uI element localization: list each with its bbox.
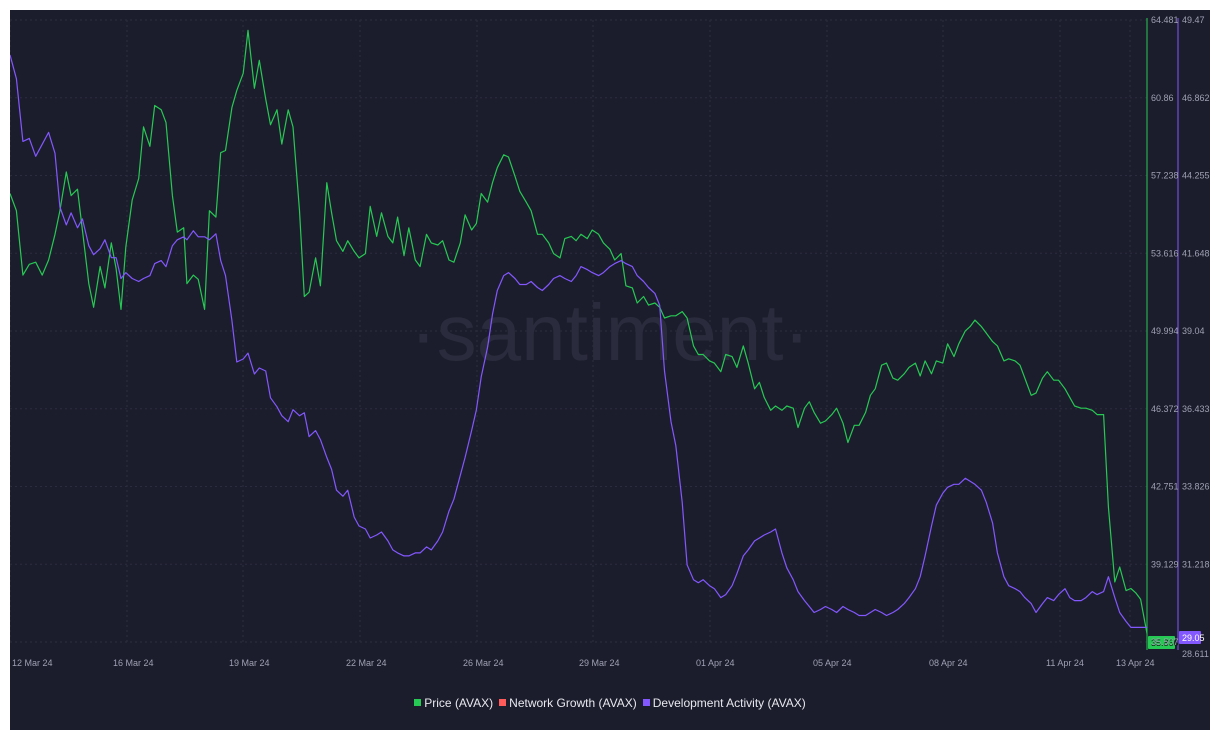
- price-axis-tick-label: 60.86: [1151, 93, 1174, 103]
- dev-activity-axis-tick-label: 33.826: [1182, 482, 1210, 492]
- legend-item[interactable]: Development Activity (AVAX): [642, 696, 806, 710]
- dev-activity-last-value-badge: [1179, 631, 1201, 644]
- dev-activity-last-value-label: 29.05: [1182, 633, 1205, 643]
- legend-swatch: [414, 699, 422, 706]
- legend-swatch: [642, 699, 650, 706]
- price-axis-tick-label: 49.994: [1151, 326, 1179, 336]
- x-axis-tick-label: 11 Apr 24: [1046, 658, 1084, 668]
- price-axis-tick-label: 46.372: [1151, 404, 1179, 414]
- dev-activity-axis-tick-label: 36.433: [1182, 404, 1210, 414]
- price-last-value-label: 35.866: [1151, 638, 1179, 648]
- legend-label: Price (AVAX): [424, 696, 494, 710]
- x-axis-tick-label: 01 Apr 24: [696, 658, 735, 668]
- x-axis-tick-label: 05 Apr 24: [813, 658, 852, 668]
- x-axis-tick-label: 12 Mar 24: [12, 658, 53, 668]
- dev-activity-axis-tick-label: 46.862: [1182, 93, 1210, 103]
- last-value-badges: 35.866 29.05: [1148, 631, 1205, 649]
- chart-canvas[interactable]: ·santiment· 35.866 29.05 12 Mar 24 16 Mar …: [10, 10, 1210, 690]
- price-axis-tick-label: 39.129: [1151, 559, 1179, 569]
- price-axis-tick-label: 53.616: [1151, 248, 1179, 258]
- dev-activity-axis-tick-label: 44.255: [1182, 171, 1210, 181]
- x-axis-tick-label: 26 Mar 24: [463, 658, 504, 668]
- dev-activity-axis-tick-label: 31.218: [1182, 559, 1210, 569]
- x-axis-tick-label: 19 Mar 24: [229, 658, 270, 668]
- x-axis-tick-label: 16 Mar 24: [113, 658, 154, 668]
- chart-series: [10, 29, 1148, 634]
- x-axis-tick-label: 13 Apr 24: [1116, 658, 1155, 668]
- price-axis-tick-label: 35.507: [1151, 637, 1179, 647]
- legend-label: Network Growth (AVAX): [509, 696, 637, 710]
- chart-legend: Price (AVAX) Network Growth (AVAX) Develop…: [10, 696, 1210, 710]
- price-last-value-badge: [1148, 636, 1175, 649]
- price-line: [10, 29, 1148, 634]
- price-axis-tick-label: 42.751: [1151, 482, 1179, 492]
- dev-activity-axis-tick-label: 41.648: [1182, 248, 1210, 258]
- x-axis-tick-label: 29 Mar 24: [579, 658, 620, 668]
- y-axis-ticks: 64.481 60.86 57.238 53.616 49.994 46.372 42.75…: [1151, 15, 1210, 659]
- chart-grid: [10, 19, 1147, 643]
- price-axis-tick-label: 64.481: [1151, 15, 1179, 25]
- dev-activity-axis-tick-label: 28.611: [1182, 649, 1209, 659]
- watermark-text: ·santiment·: [410, 288, 810, 377]
- chart-panel: ·santiment· 35.866 29.05 12 Mar 24 16 Mar …: [10, 10, 1210, 730]
- x-axis-tick-label: 08 Apr 24: [929, 658, 968, 668]
- dev-activity-axis-tick-label: 49.47: [1182, 15, 1205, 25]
- legend-swatch: [499, 699, 507, 706]
- legend-item[interactable]: Price (AVAX): [414, 696, 493, 710]
- dev-activity-line: [10, 54, 1147, 628]
- chart-axes: [1146, 18, 1179, 650]
- x-axis-tick-label: 22 Mar 24: [346, 658, 387, 668]
- dev-activity-axis-tick-label: 39.04: [1182, 326, 1205, 336]
- price-axis-tick-label: 57.238: [1151, 171, 1179, 181]
- legend-item[interactable]: Network Growth (AVAX): [499, 696, 637, 710]
- legend-label: Development Activity (AVAX): [652, 696, 806, 710]
- x-axis-ticks: 12 Mar 24 16 Mar 24 19 Mar 24 22 Mar 24 26 M…: [12, 658, 1155, 668]
